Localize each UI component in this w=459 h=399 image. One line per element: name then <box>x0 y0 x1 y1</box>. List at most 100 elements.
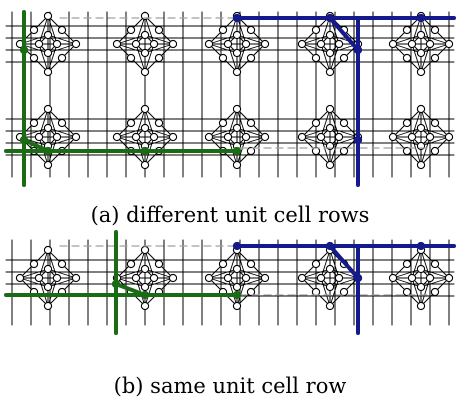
lattice-node <box>204 132 214 142</box>
lattice-node <box>260 132 270 142</box>
cell-edge <box>208 127 238 138</box>
lattice-node <box>246 25 256 35</box>
blue-path-node <box>232 13 242 23</box>
lattice-node <box>311 53 321 63</box>
lattice-node <box>339 118 349 128</box>
unit-cell <box>297 245 363 311</box>
cell-edge <box>144 43 174 54</box>
cell-edge <box>411 108 422 138</box>
blue-path-node <box>416 13 426 23</box>
lattice-node <box>218 53 228 63</box>
cell-edge <box>19 268 49 279</box>
lattice-node <box>223 273 233 283</box>
lattice-node <box>430 53 440 63</box>
lattice-node <box>218 259 228 269</box>
blue-path-node <box>353 135 363 145</box>
cell-edge <box>236 249 247 279</box>
lattice-node <box>126 118 136 128</box>
highlight-paths <box>4 10 456 187</box>
cell-edge <box>329 43 340 73</box>
lattice-node <box>430 25 440 35</box>
lattice-node <box>246 53 256 63</box>
blue-path-node <box>416 241 426 251</box>
lattice-node <box>297 132 307 142</box>
lattice-node <box>430 287 440 297</box>
cell-edge <box>144 268 174 279</box>
cell-edge <box>301 34 331 45</box>
lattice-node <box>444 273 454 283</box>
lattice-node <box>325 160 335 170</box>
caption-a: (a) different unit cell rows <box>91 203 370 227</box>
lattice-grid <box>5 239 455 326</box>
cell-edge <box>116 277 146 288</box>
cell-edge <box>411 43 422 73</box>
unit-cell <box>297 104 363 170</box>
cell-edge <box>135 15 146 45</box>
unit-cell <box>388 104 454 170</box>
lattice-node <box>131 273 141 283</box>
lattice-node <box>430 259 440 269</box>
unit-cells <box>15 11 454 170</box>
cell-edge <box>47 277 58 307</box>
cell-edge <box>236 136 266 147</box>
lattice-node <box>246 259 256 269</box>
lattice-node <box>140 48 150 58</box>
lattice-node <box>241 132 251 142</box>
cell-edge <box>47 15 58 45</box>
unit-cell <box>15 245 81 311</box>
lattice-node <box>402 146 412 156</box>
lattice-node <box>339 287 349 297</box>
lattice-node <box>149 273 159 283</box>
cell-edge <box>420 43 431 73</box>
cell-edge <box>392 136 422 147</box>
lattice-node <box>154 259 164 269</box>
lattice-node <box>223 132 233 142</box>
lattice-node <box>34 132 44 142</box>
lattice-node <box>126 25 136 35</box>
green-path <box>114 282 147 297</box>
cell-edge <box>329 268 359 279</box>
lattice-node <box>34 39 44 49</box>
lattice-node <box>57 259 67 269</box>
cell-edge <box>144 249 155 279</box>
lattice-node <box>126 259 136 269</box>
blue-path-node <box>232 241 242 251</box>
lattice-node <box>34 273 44 283</box>
unit-cell <box>297 11 363 77</box>
lattice-node <box>430 146 440 156</box>
green-path-node <box>140 146 150 156</box>
lattice-node <box>154 53 164 63</box>
cell-edge <box>19 277 49 288</box>
lattice-node <box>425 132 435 142</box>
lattice-node <box>57 25 67 35</box>
lattice-node <box>29 118 39 128</box>
cell-edge <box>144 127 174 138</box>
lattice-node <box>407 273 417 283</box>
cell-edge <box>116 34 146 45</box>
cell-edge <box>236 43 266 54</box>
lattice-node <box>154 25 164 35</box>
cell-edge <box>47 34 77 45</box>
cell-edge <box>38 277 49 307</box>
cell-edge <box>420 268 450 279</box>
cell-edge <box>144 15 155 45</box>
cell-edge <box>392 268 422 279</box>
lattice-node <box>43 67 53 77</box>
cell-edge <box>420 34 450 45</box>
cell-edge <box>227 249 238 279</box>
cell-edge <box>420 277 450 288</box>
cell-edge <box>47 43 77 54</box>
blue-path-node <box>353 273 363 283</box>
cell-edge <box>144 108 155 138</box>
cell-edge <box>227 277 238 307</box>
lattice-node <box>430 118 440 128</box>
cell-edge <box>301 43 331 54</box>
cell-edge <box>320 277 331 307</box>
cell-edge <box>420 277 431 307</box>
cell-edge <box>420 43 450 54</box>
lattice-node <box>325 104 335 114</box>
cell-edge <box>236 43 247 73</box>
lattice-node <box>325 282 335 292</box>
cell-edge <box>236 108 247 138</box>
